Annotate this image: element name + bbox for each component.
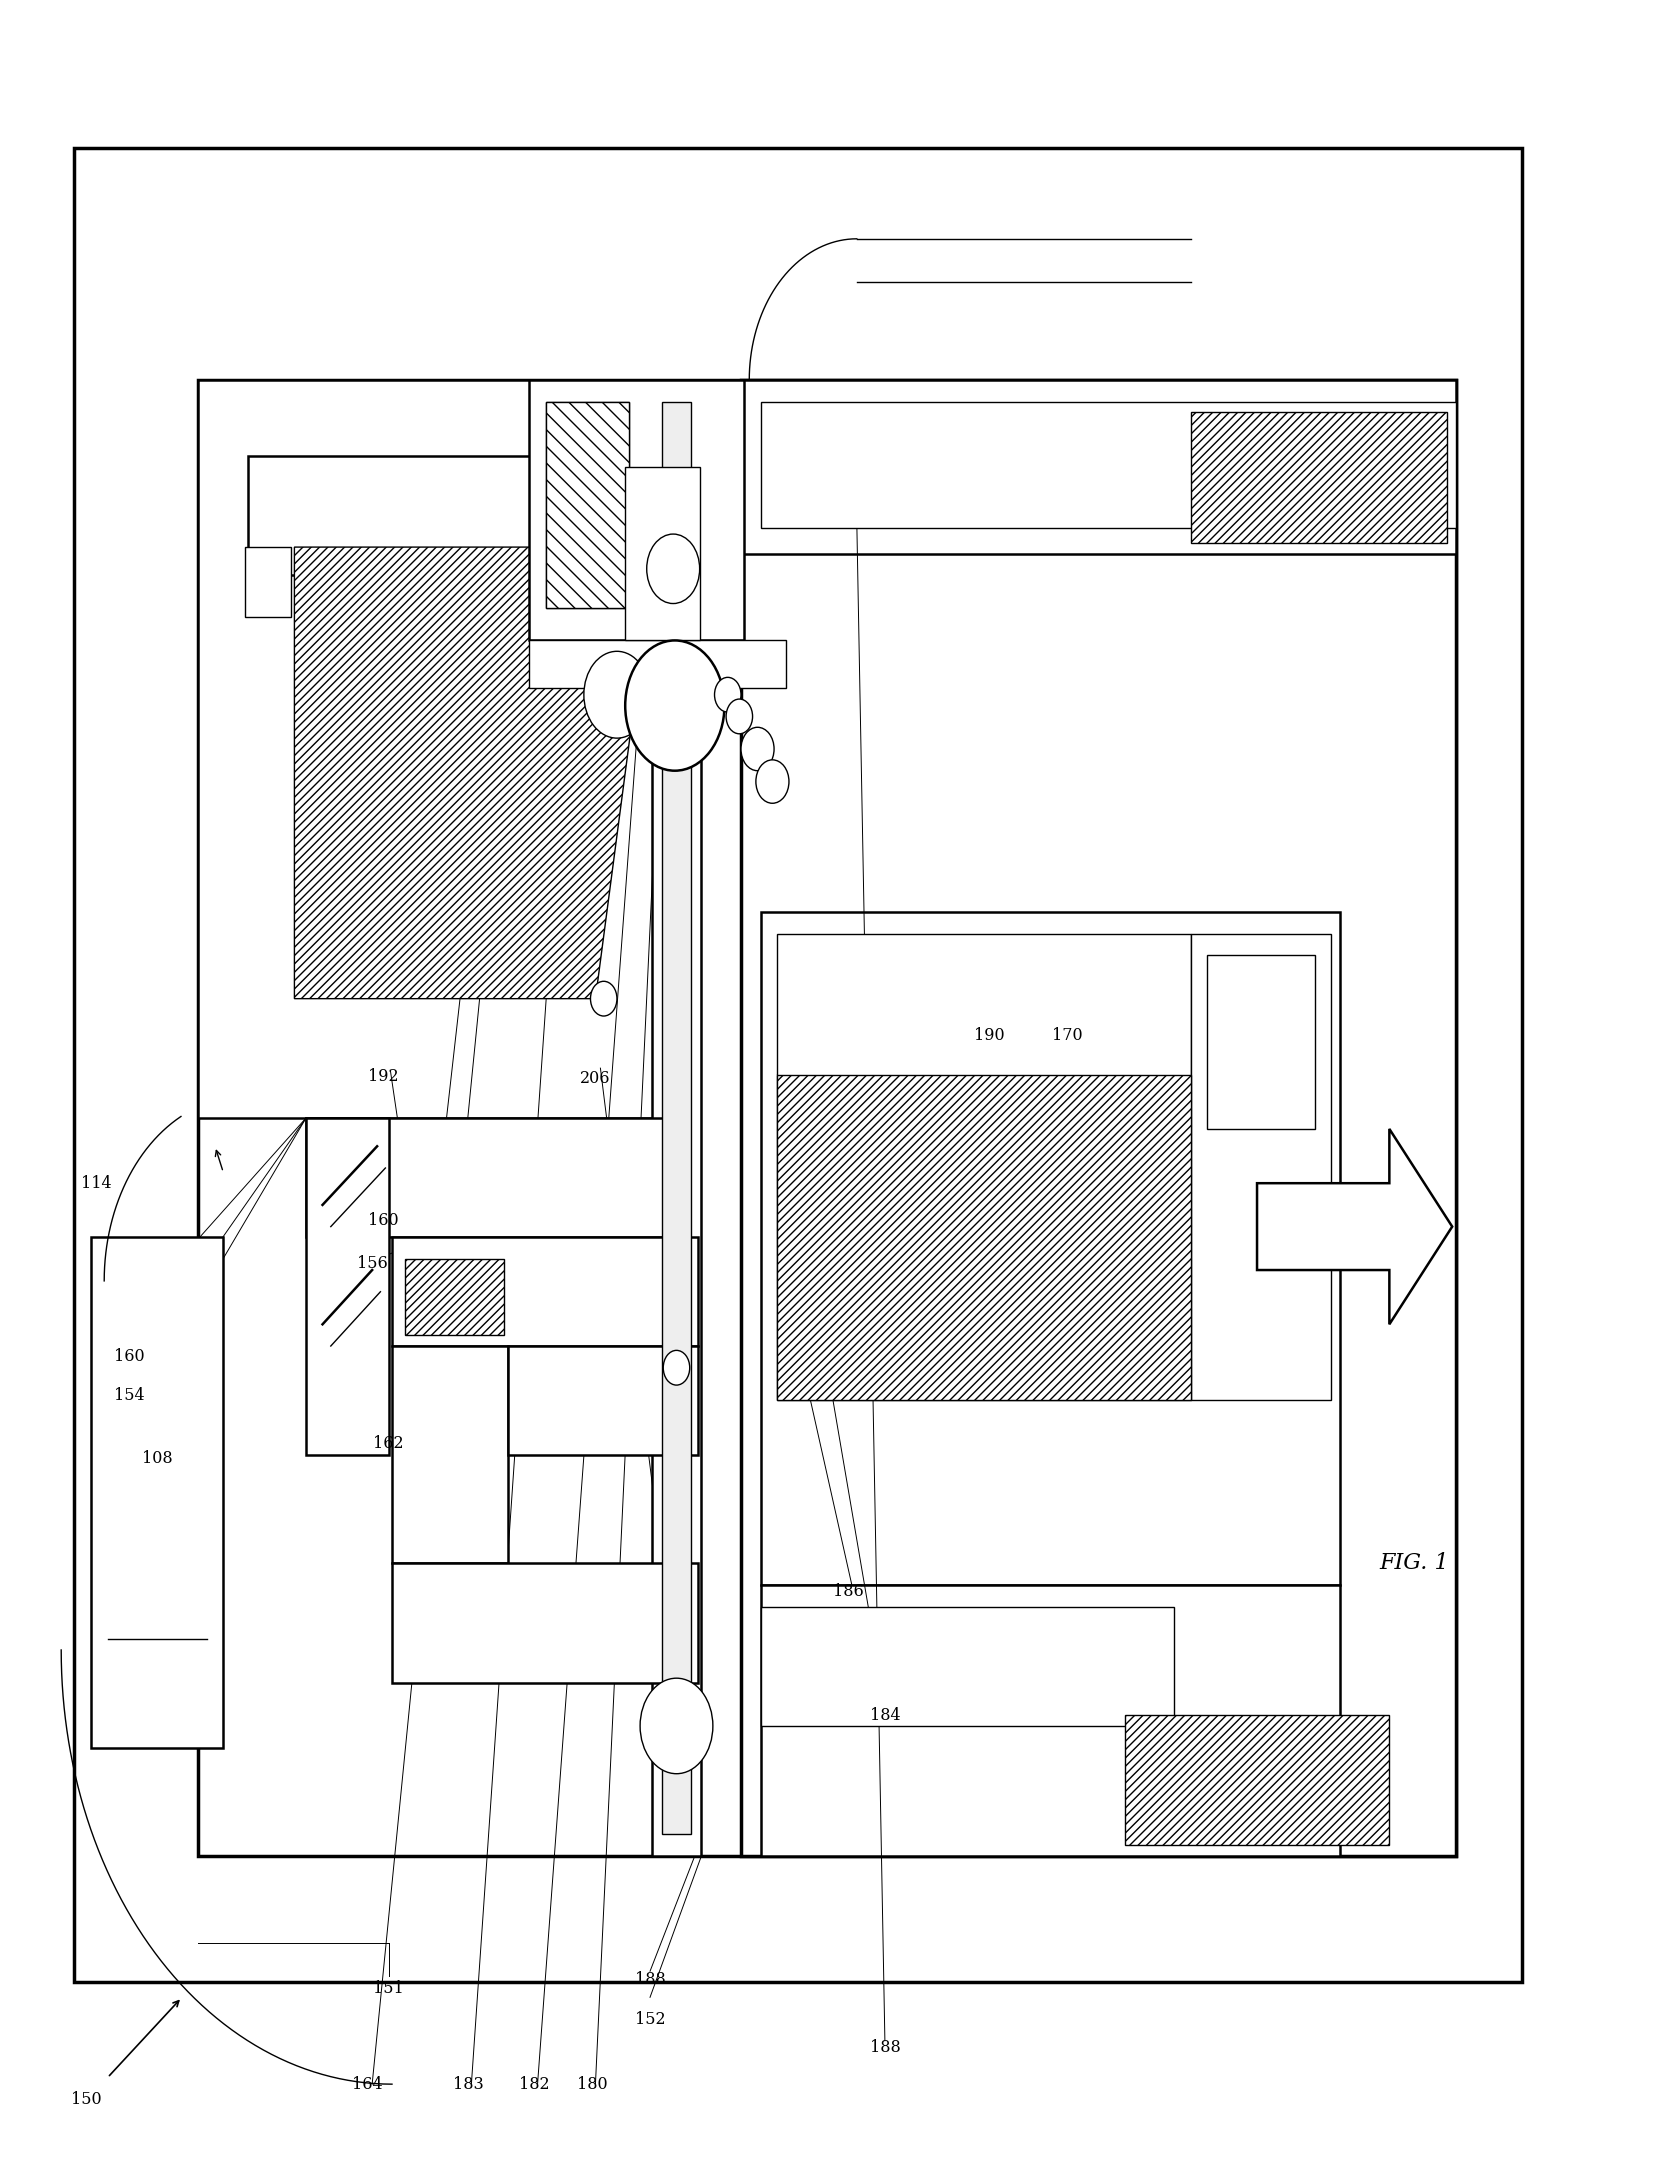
Circle shape	[663, 1350, 690, 1385]
Bar	[1191, 412, 1447, 543]
Bar	[245, 547, 291, 617]
Bar	[198, 380, 1456, 1856]
Text: 184: 184	[870, 1706, 900, 1724]
Circle shape	[584, 651, 650, 738]
Text: 151: 151	[374, 1980, 404, 1997]
Bar	[741, 380, 1456, 1856]
Circle shape	[741, 727, 774, 771]
Bar	[405, 1259, 504, 1335]
Text: 164: 164	[352, 2075, 382, 2093]
Text: 114: 114	[81, 1175, 111, 1192]
Bar	[508, 1346, 698, 1455]
Bar	[546, 402, 629, 608]
Polygon shape	[546, 402, 629, 608]
Bar	[1207, 955, 1315, 1129]
Bar	[761, 1585, 1340, 1856]
Bar	[662, 402, 691, 1834]
Text: 192: 192	[369, 1068, 399, 1086]
Bar	[248, 456, 546, 575]
Text: 190: 190	[974, 1027, 1004, 1044]
Polygon shape	[1257, 1129, 1452, 1324]
Circle shape	[726, 699, 753, 734]
Text: 152: 152	[635, 2010, 665, 2028]
Circle shape	[756, 760, 789, 803]
Text: 182: 182	[519, 2075, 549, 2093]
Polygon shape	[294, 547, 655, 999]
Text: 206: 206	[581, 1070, 610, 1088]
Bar	[306, 1118, 389, 1455]
Bar	[91, 1237, 223, 1748]
Circle shape	[625, 640, 724, 771]
Bar	[761, 402, 1456, 528]
Circle shape	[590, 981, 617, 1016]
Circle shape	[715, 677, 741, 712]
Text: 160: 160	[369, 1211, 399, 1229]
Bar	[529, 640, 786, 688]
Bar	[1191, 934, 1331, 1400]
Text: 183: 183	[453, 2075, 483, 2093]
Text: 154: 154	[114, 1387, 144, 1405]
Text: 170: 170	[1052, 1027, 1082, 1044]
Bar	[761, 1607, 1174, 1726]
Text: 188: 188	[870, 2039, 900, 2056]
Text: 150: 150	[71, 2091, 101, 2108]
Bar	[198, 380, 670, 1118]
Text: 160: 160	[114, 1348, 144, 1366]
Bar	[741, 380, 1456, 554]
Bar	[392, 1346, 508, 1563]
Bar	[777, 934, 1191, 1400]
Bar	[392, 1237, 698, 1346]
Text: 188: 188	[635, 1971, 665, 1989]
Bar	[625, 467, 700, 640]
Bar	[1125, 1715, 1389, 1845]
Text: 162: 162	[374, 1435, 404, 1452]
Bar	[761, 912, 1340, 1585]
Text: FIG. 1: FIG. 1	[1379, 1552, 1449, 1574]
Circle shape	[647, 534, 700, 604]
Text: 186: 186	[834, 1583, 863, 1600]
Bar	[777, 1075, 1191, 1400]
Text: 108: 108	[142, 1450, 172, 1468]
Text: 180: 180	[577, 2075, 607, 2093]
Bar	[74, 148, 1522, 1982]
Text: 156: 156	[357, 1255, 387, 1272]
Circle shape	[640, 1678, 713, 1774]
Bar	[652, 380, 701, 1856]
Bar	[392, 1563, 698, 1683]
Bar	[306, 1118, 686, 1237]
Bar	[529, 380, 744, 640]
